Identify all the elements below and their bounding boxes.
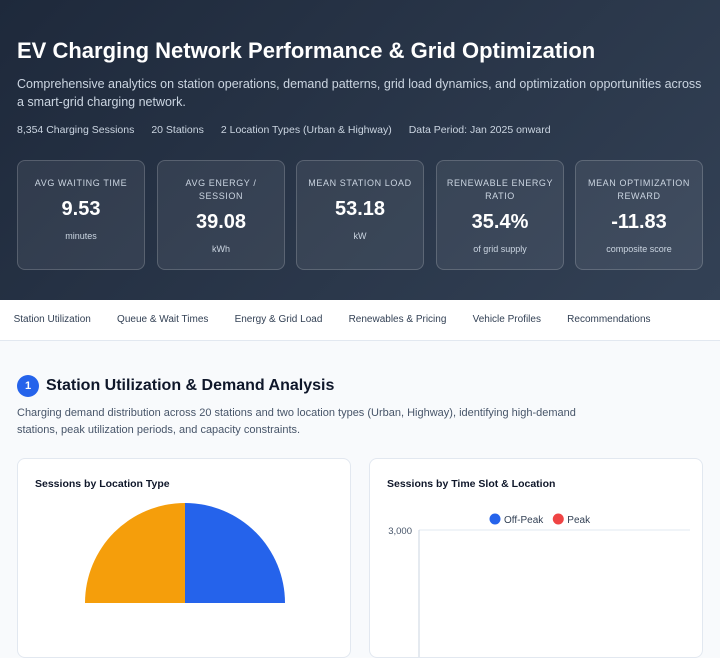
kpi-unit: composite score bbox=[606, 244, 672, 254]
tab[interactable]: Vehicle Profiles bbox=[472, 314, 541, 325]
kpi-card: AVG WAITING TIME 9.53 minutes bbox=[17, 160, 145, 270]
meta-row: 8,354 Charging Sessions 20 Stations 2 Loca… bbox=[17, 124, 551, 136]
kpi-unit: minutes bbox=[65, 231, 97, 241]
legend-swatch bbox=[552, 513, 564, 525]
tab[interactable]: Recommendations bbox=[567, 314, 651, 325]
tab[interactable]: Renewables & Pricing bbox=[348, 314, 447, 325]
tab-bar: Station Utilization Queue & Wait Times Ene… bbox=[0, 300, 720, 341]
panel: Sessions by Location Type bbox=[17, 458, 351, 658]
kpi-value: 9.53 bbox=[61, 198, 101, 220]
legend-label: Peak bbox=[567, 515, 591, 526]
kpi-card: RENEWABLE ENERGY RATIO 35.4% of grid suppl… bbox=[436, 160, 564, 270]
kpi-card: MEAN STATION LOAD 53.18 kW bbox=[296, 160, 424, 270]
kpi-label: MEAN STATION LOAD bbox=[308, 178, 412, 188]
bar-chart: Off-Peak Peak 3,000 bbox=[388, 513, 690, 657]
section-number: 1 bbox=[17, 375, 39, 397]
section-description: Charging demand distribution across 20 s… bbox=[17, 407, 576, 436]
kpi-unit: kW bbox=[353, 231, 367, 241]
panel: Sessions by Time Slot & Location Off-Pea… bbox=[369, 458, 703, 658]
kpi-label: AVG ENERGY / SESSION bbox=[185, 178, 257, 201]
kpi-unit: of grid supply bbox=[473, 244, 527, 254]
y-tick-label: 3,000 bbox=[388, 526, 412, 537]
pie-slice bbox=[85, 503, 185, 603]
meta-item: 20 Stations bbox=[151, 124, 204, 136]
meta-item: Data Period: Jan 2025 onward bbox=[408, 124, 551, 136]
panel-title: Sessions by Time Slot & Location bbox=[387, 478, 556, 490]
tab[interactable]: Queue & Wait Times bbox=[117, 314, 209, 325]
kpi-value: 35.4% bbox=[471, 211, 529, 233]
kpi-value: -11.83 bbox=[611, 211, 667, 233]
pie-slice bbox=[185, 503, 285, 603]
kpi-label: RENEWABLE ENERGY RATIO bbox=[446, 178, 554, 201]
meta-item: 8,354 Charging Sessions bbox=[17, 124, 135, 136]
tab[interactable]: Energy & Grid Load bbox=[234, 314, 323, 325]
kpi-value: 53.18 bbox=[334, 198, 386, 220]
section-title: Station Utilization & Demand Analysis bbox=[46, 377, 335, 394]
kpi-label: MEAN OPTIMIZATION REWARD bbox=[587, 178, 691, 201]
kpi-unit: kWh bbox=[212, 244, 230, 254]
kpi-label: AVG WAITING TIME bbox=[34, 178, 128, 188]
kpi-card: AVG ENERGY / SESSION 39.08 kWh bbox=[157, 160, 285, 270]
page-title: EV Charging Network Performance & Grid O… bbox=[17, 38, 596, 63]
header bbox=[0, 0, 720, 300]
legend-swatch bbox=[489, 513, 501, 525]
meta-item: 2 Location Types (Urban & Highway) bbox=[220, 124, 392, 136]
kpi-card: MEAN OPTIMIZATION REWARD -11.83 composite … bbox=[575, 160, 703, 270]
kpi-value: 39.08 bbox=[195, 211, 247, 233]
panel-title: Sessions by Location Type bbox=[35, 478, 170, 490]
subtitle: Comprehensive analytics on station opera… bbox=[17, 77, 702, 109]
legend-label: Off-Peak bbox=[504, 515, 544, 526]
tab[interactable]: Station Utilization bbox=[13, 314, 91, 325]
pie-chart bbox=[85, 503, 285, 603]
